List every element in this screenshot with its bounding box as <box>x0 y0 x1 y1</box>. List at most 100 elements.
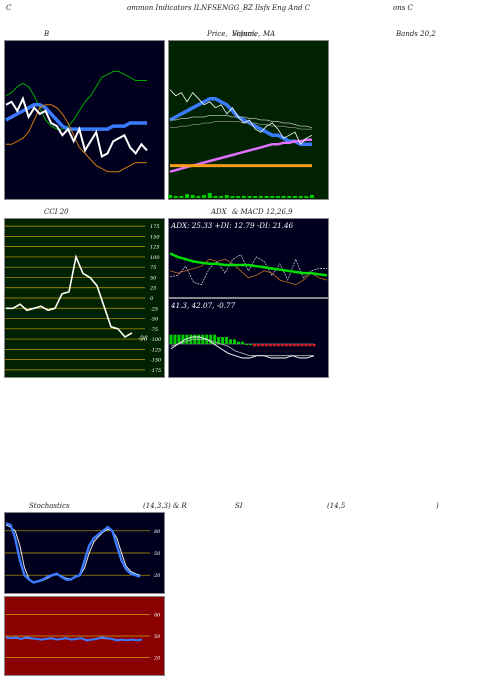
macd-label: & MACD 12,26,9 <box>232 208 293 216</box>
macd-histogram-bar <box>229 339 233 344</box>
macd-histogram-bar <box>280 344 284 347</box>
macd-histogram-bar <box>288 344 292 347</box>
macd-histogram-bar <box>284 344 288 347</box>
macd-histogram-bar <box>260 344 264 347</box>
macd-histogram-bar <box>264 344 268 347</box>
stoch-params: (14,3,3) & R <box>143 502 187 510</box>
macd-histogram-bar <box>233 339 237 344</box>
ma-mid-line <box>170 115 313 128</box>
cci-tick-label: -75 <box>150 327 158 333</box>
volume-bar <box>224 195 229 198</box>
volume-bar <box>253 196 258 198</box>
cci-tick-label: 25 <box>149 286 156 292</box>
volume-bar <box>196 196 201 198</box>
ma-slow-line <box>170 121 312 130</box>
macd-histogram-bar <box>272 344 276 347</box>
rsi-label: SI <box>235 502 243 510</box>
macd-histogram-bar <box>244 344 248 345</box>
header-right: ons C <box>393 4 413 12</box>
ma-fast-line <box>169 96 312 147</box>
macd-histogram-bar <box>173 334 177 344</box>
bollinger-chart <box>4 40 165 200</box>
panel-background <box>168 218 329 298</box>
volume-bar <box>287 196 292 198</box>
macd-histogram-bar <box>304 344 308 347</box>
adx-line <box>169 252 328 277</box>
cci-tick-label: -50 <box>150 317 159 323</box>
volume-bar <box>213 196 218 198</box>
volume-bar <box>185 194 190 198</box>
rsi-line <box>5 636 143 642</box>
cci-tick-label: -100 <box>150 337 162 343</box>
macd-histogram-bar <box>252 344 256 347</box>
price-line <box>5 95 148 159</box>
volume-bar <box>281 196 286 198</box>
macd-histogram-bar <box>256 344 260 347</box>
cci-tick-label: -25 <box>150 306 158 312</box>
volume-bar <box>258 196 263 198</box>
macd-histogram-bar <box>177 334 181 344</box>
cci-tick-label: 50 <box>150 275 157 281</box>
bands-label: Bands 20,2 <box>396 30 436 38</box>
panel-background <box>168 298 329 378</box>
macd-histogram-bar <box>213 334 217 344</box>
volume-bar <box>304 196 309 198</box>
rsi-tick-label: 20 <box>153 656 161 662</box>
volume-bar <box>298 196 303 198</box>
macd-chart: 41.3, 42.07, -0.77 <box>168 298 329 378</box>
macd-histogram-bar <box>237 341 241 344</box>
volume-bar <box>292 196 297 198</box>
rsi-close: ) <box>436 502 439 510</box>
volume-bar <box>247 196 252 198</box>
upper-band-line <box>5 70 147 130</box>
signal-label: Signal, <box>232 30 257 38</box>
plus-di-line <box>169 258 328 286</box>
cci-chart: 175 150 125 100 75 50 25 0 -25 -50 -75 -100 -125 -150… <box>4 218 165 378</box>
ma-label: MA <box>263 30 276 38</box>
macd-histogram-bar <box>181 334 185 344</box>
lower-band-line <box>6 104 147 173</box>
volume-bar <box>173 196 178 198</box>
macd-histogram-bar <box>268 344 272 347</box>
cci-tick-label: 150 <box>150 234 160 240</box>
cci-line <box>6 254 133 339</box>
macd-histogram-bar <box>308 344 312 347</box>
macd-histogram-bar <box>185 334 189 344</box>
macd-values-label: 41.3, 42.07, -0.77 <box>170 301 236 310</box>
macd-histogram-bar <box>221 337 225 344</box>
volume-bar <box>236 196 241 198</box>
volume-bar <box>190 195 195 198</box>
header-left: C <box>6 4 12 12</box>
adx-chart: ADX: 25.33 +DI: 12.79 -DI: 21.46 <box>168 218 329 298</box>
volume-label: Volume, <box>232 30 261 38</box>
macd-histogram-bar <box>312 344 316 347</box>
price-line <box>169 89 313 146</box>
panel-background <box>168 40 329 200</box>
volume-bar <box>275 196 280 198</box>
cci-tick-label: -150 <box>150 358 162 364</box>
volume-bar <box>207 193 212 198</box>
cci-tick-label: 75 <box>150 265 156 271</box>
rsi-tick-label: 50 <box>154 634 161 640</box>
macd-histogram-bar <box>169 334 173 344</box>
cci-tick-label: -175 <box>150 368 161 374</box>
macd-histogram-bar <box>292 344 296 347</box>
macd-histogram-bar <box>189 334 193 344</box>
macd-histogram-bar <box>296 344 300 347</box>
rsi-chart: 80 50 20 <box>4 596 165 676</box>
volume-bar <box>202 195 207 198</box>
macd-histogram-bar <box>248 344 252 345</box>
price-label: Price, <box>207 30 228 38</box>
stoch-tick-label: 50 <box>154 551 161 557</box>
volume-bar <box>241 196 246 198</box>
volume-bar <box>219 196 224 198</box>
price-volume-chart <box>168 40 329 200</box>
volume-bar <box>230 196 235 198</box>
macd-histogram-bar <box>276 344 280 347</box>
macd-histogram-bar <box>225 337 229 344</box>
stoch-k-line <box>5 522 141 584</box>
adx-values-label: ADX: 25.33 +DI: 12.79 -DI: 21.46 <box>170 221 294 230</box>
cci-label: CCI 20 <box>44 208 69 216</box>
macd-histogram-bar <box>241 341 244 344</box>
volume-bar <box>310 195 314 198</box>
